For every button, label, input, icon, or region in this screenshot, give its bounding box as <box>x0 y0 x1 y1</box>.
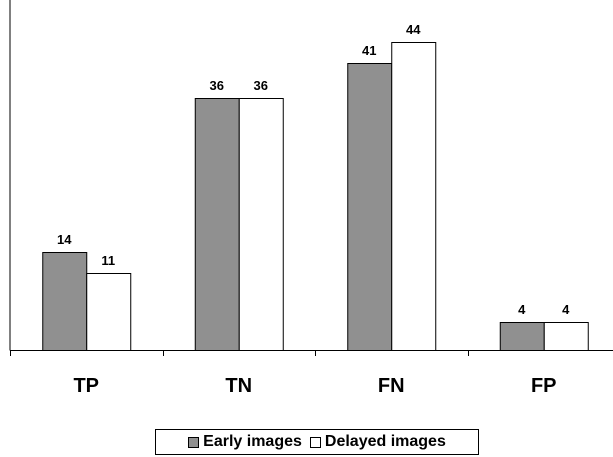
category-label-fp: FP <box>531 375 557 397</box>
bar-tn-early <box>194 98 240 351</box>
data-label-tp-delayed: 11 <box>101 253 115 268</box>
data-label-fp-delayed: 4 <box>562 302 570 317</box>
data-label-tn-early: 36 <box>210 78 224 93</box>
bar-fn-early <box>347 63 393 351</box>
legend-swatch-delayed <box>309 436 321 448</box>
bar-fp-early <box>499 322 545 351</box>
legend-swatch-early <box>188 436 200 448</box>
data-label-fn-delayed: 44 <box>406 22 421 37</box>
legend-item-early: Early images <box>188 433 302 451</box>
data-label-tn-delayed: 36 <box>254 78 268 93</box>
bar-tp-early <box>42 252 88 351</box>
data-label-fp-early: 4 <box>518 302 526 317</box>
legend-item-delayed: Delayed images <box>309 433 446 451</box>
bar-tn-delayed <box>238 98 284 351</box>
bar-tp-delayed <box>86 273 132 351</box>
category-label-tp: TP <box>73 375 99 397</box>
legend: Early images Delayed images <box>155 429 479 455</box>
category-label-tn: TN <box>225 375 252 397</box>
category-label-fn: FN <box>378 375 405 397</box>
bar-fp-delayed <box>543 322 589 351</box>
legend-label-delayed: Delayed images <box>324 433 446 450</box>
legend-label-early: Early images <box>203 433 302 450</box>
data-label-fn-early: 41 <box>362 43 376 58</box>
bar-fn-delayed <box>391 42 437 351</box>
data-label-tp-early: 14 <box>57 232 72 247</box>
